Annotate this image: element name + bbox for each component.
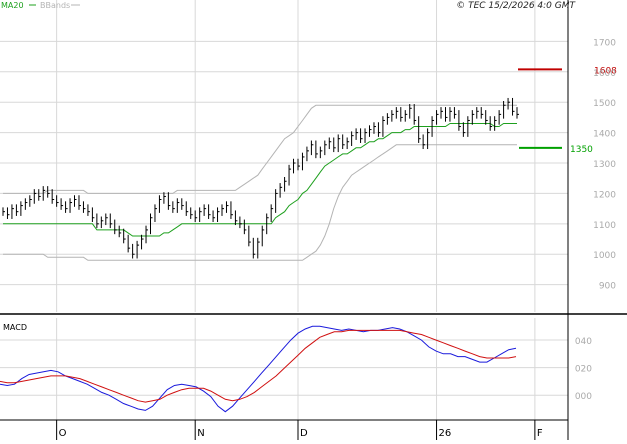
macd-tick-label: 000 xyxy=(575,392,592,402)
ma20-line xyxy=(3,123,517,237)
price-tick-label: 900 xyxy=(599,282,616,292)
header: MA20 BBands © TEC 15/2/2026 4:0 GMT xyxy=(1,1,577,11)
resistance-level-label: 1608 xyxy=(594,66,617,76)
bollinger-bands xyxy=(3,104,517,261)
price-tick-label: 1400 xyxy=(593,130,616,140)
x-tick-label: O xyxy=(59,428,67,439)
tick-labels: 900 1000 1100 1200 1300 1400 1500 1600 1700 000 02… xyxy=(59,38,617,439)
bbands-lower-line xyxy=(3,144,517,261)
price-bars xyxy=(2,97,519,259)
x-tick-label: F xyxy=(537,428,543,439)
macd-panel-label: MACD xyxy=(3,323,27,332)
macd-lines xyxy=(0,325,517,413)
macd-signal-line xyxy=(0,329,517,403)
bbands-upper-line xyxy=(3,104,517,194)
copyright-text: © TEC 15/2/2026 4:0 GMT xyxy=(456,1,576,11)
ma20-line-group xyxy=(3,123,517,237)
macd-tick-label: 040 xyxy=(575,337,592,347)
x-tick-label: 26 xyxy=(439,428,452,439)
x-tick-label: D xyxy=(300,428,308,439)
price-levels: 1608 1350 xyxy=(518,66,617,155)
price-tick-label: 1300 xyxy=(593,160,616,170)
macd-tick-label: 020 xyxy=(575,365,592,375)
support-level-label: 1350 xyxy=(570,145,593,155)
x-tick-label: N xyxy=(197,428,204,439)
price-tick-label: 1100 xyxy=(593,221,616,231)
price-tick-label: 1600 xyxy=(593,69,616,79)
price-tick-label: 1200 xyxy=(593,190,616,200)
price-tick-label: 1500 xyxy=(593,99,616,109)
macd-line xyxy=(0,325,517,413)
gridlines xyxy=(0,0,568,420)
legend-bbands: BBands xyxy=(40,1,70,10)
price-tick-label: 1000 xyxy=(593,251,616,261)
price-tick-label: 1700 xyxy=(593,38,616,48)
legend-ma20: MA20 xyxy=(1,1,24,10)
